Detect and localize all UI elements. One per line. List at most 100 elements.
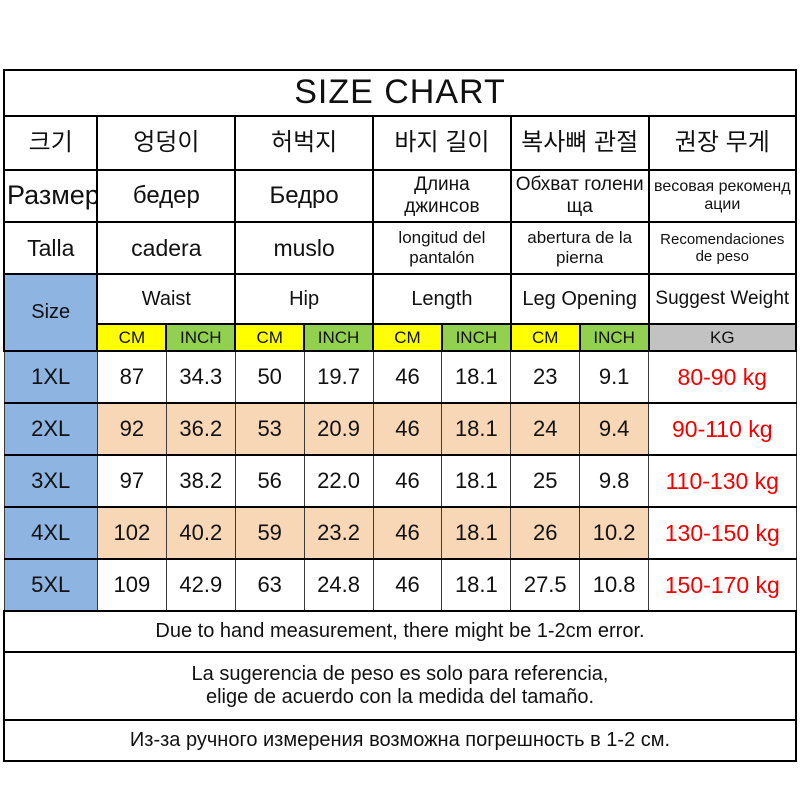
waist-cm-cell: 92 bbox=[96, 402, 167, 456]
length-cm-cell: 46 bbox=[372, 454, 443, 508]
suggest-weight-cell: 80-90 kg bbox=[648, 350, 797, 404]
size-row: 1XL 87 34.3 50 19.7 46 18.1 23 9.1 80-90… bbox=[3, 350, 797, 404]
header-korean-size: 크기 bbox=[2, 115, 99, 171]
length-inch-cell: 18.1 bbox=[441, 558, 512, 612]
size-label-cell: 4XL bbox=[3, 506, 98, 560]
units-row: CM INCH CM INCH CM INCH CM INCH KG bbox=[4, 323, 798, 352]
note-english: Due to hand measurement, there might be … bbox=[3, 610, 797, 653]
header-spanish-weight: Recomendaciones de peso bbox=[647, 221, 798, 275]
size-label-cell: 2XL bbox=[3, 402, 98, 456]
leg-opening-inch-cell: 9.1 bbox=[579, 350, 650, 404]
suggest-weight-cell: 90-110 kg bbox=[648, 402, 797, 456]
unit-waist-cm: CM bbox=[96, 323, 168, 352]
size-chart-sheet: SIZE CHART 크기 엉덩이 허벅지 바지 길이 복사뼈 관절 권장 무게… bbox=[2, 69, 798, 762]
waist-cm-cell: 87 bbox=[96, 350, 167, 404]
unit-length-inch: INCH bbox=[440, 323, 512, 352]
header-russian-hip: Бедро bbox=[234, 169, 375, 223]
length-inch-cell: 18.1 bbox=[441, 506, 512, 560]
length-cm-cell: 46 bbox=[372, 558, 443, 612]
header-row-russian: Размер бедер Бедро Длина джинсов Обхват … bbox=[2, 169, 798, 223]
header-english-weight: Suggest Weight bbox=[647, 273, 798, 325]
length-inch-cell: 18.1 bbox=[441, 454, 512, 508]
note-spanish-row: La sugerencia de peso es solo para refer… bbox=[3, 651, 797, 721]
leg-opening-cm-cell: 24 bbox=[510, 402, 581, 456]
length-cm-cell: 46 bbox=[372, 350, 443, 404]
note-spanish-line1: La sugerencia de peso es solo para refer… bbox=[191, 663, 609, 685]
waist-cm-cell: 97 bbox=[96, 454, 167, 508]
header-spanish-waist: cadera bbox=[96, 221, 237, 275]
header-russian-leg-opening: Обхват голенища bbox=[509, 169, 650, 223]
header-row-korean: 크기 엉덩이 허벅지 바지 길이 복사뼈 관절 권장 무게 bbox=[2, 115, 798, 171]
size-row: 3XL 97 38.2 56 22.0 46 18.1 25 9.8 110-1… bbox=[3, 454, 797, 508]
header-korean-length: 바지 길이 bbox=[372, 115, 512, 171]
leg-opening-cm-cell: 27.5 bbox=[510, 558, 581, 612]
hip-cm-cell: 63 bbox=[234, 558, 305, 612]
size-row: 4XL 102 40.2 59 23.2 46 18.1 26 10.2 130… bbox=[3, 506, 797, 560]
leg-opening-inch-cell: 10.8 bbox=[579, 558, 650, 612]
size-chart-table: SIZE CHART 크기 엉덩이 허벅지 바지 길이 복사뼈 관절 권장 무게… bbox=[2, 69, 798, 762]
header-korean-weight: 권장 무게 bbox=[647, 115, 798, 171]
hip-inch-cell: 23.2 bbox=[303, 506, 374, 560]
header-english-hip: Hip bbox=[234, 273, 375, 325]
size-label-cell: 3XL bbox=[3, 454, 98, 508]
hip-inch-cell: 22.0 bbox=[303, 454, 374, 508]
hip-cm-cell: 50 bbox=[234, 350, 305, 404]
unit-hip-cm: CM bbox=[234, 323, 306, 352]
waist-inch-cell: 34.3 bbox=[165, 350, 236, 404]
leg-opening-cm-cell: 23 bbox=[510, 350, 581, 404]
hip-cm-cell: 56 bbox=[234, 454, 305, 508]
suggest-weight-cell: 150-170 kg bbox=[648, 558, 797, 612]
size-row: 2XL 92 36.2 53 20.9 46 18.1 24 9.4 90-11… bbox=[3, 402, 797, 456]
waist-inch-cell: 36.2 bbox=[165, 402, 236, 456]
waist-inch-cell: 42.9 bbox=[165, 558, 236, 612]
header-english-size: Size bbox=[2, 273, 99, 352]
leg-opening-cm-cell: 25 bbox=[510, 454, 581, 508]
suggest-weight-cell: 130-150 kg bbox=[648, 506, 797, 560]
leg-opening-inch-cell: 9.4 bbox=[579, 402, 650, 456]
header-english-length: Length bbox=[372, 273, 512, 325]
unit-leg-opening-inch: INCH bbox=[578, 323, 650, 352]
suggest-weight-cell: 110-130 kg bbox=[648, 454, 797, 508]
leg-opening-inch-cell: 9.8 bbox=[579, 454, 650, 508]
title-row: SIZE CHART bbox=[3, 69, 797, 117]
size-label-cell: 5XL bbox=[3, 558, 98, 612]
unit-hip-inch: INCH bbox=[303, 323, 375, 352]
waist-cm-cell: 102 bbox=[96, 506, 167, 560]
header-spanish-length: longitud del pantalón bbox=[372, 221, 512, 275]
hip-cm-cell: 59 bbox=[234, 506, 305, 560]
header-row-english: Size Waist Hip Length Leg Opening Sugges… bbox=[2, 273, 798, 352]
header-korean-leg-opening: 복사뼈 관절 bbox=[509, 115, 650, 171]
hip-inch-cell: 19.7 bbox=[303, 350, 374, 404]
unit-weight-kg: KG bbox=[647, 323, 798, 352]
length-cm-cell: 46 bbox=[372, 506, 443, 560]
header-russian-weight: весовая рекомендации bbox=[647, 169, 798, 223]
header-spanish-leg-opening: abertura de la pierna bbox=[509, 221, 650, 275]
unit-length-cm: CM bbox=[372, 323, 443, 352]
header-korean-hip: 허벅지 bbox=[234, 115, 375, 171]
page-title: SIZE CHART bbox=[3, 69, 797, 117]
length-inch-cell: 18.1 bbox=[441, 402, 512, 456]
size-row: 5XL 109 42.9 63 24.8 46 18.1 27.5 10.8 1… bbox=[3, 558, 797, 612]
unit-waist-inch: INCH bbox=[165, 323, 237, 352]
waist-inch-cell: 40.2 bbox=[165, 506, 236, 560]
hip-inch-cell: 24.8 bbox=[303, 558, 374, 612]
hip-cm-cell: 53 bbox=[234, 402, 305, 456]
unit-leg-opening-cm: CM bbox=[509, 323, 581, 352]
note-russian: Из-за ручного измерения возможна погрешн… bbox=[3, 719, 797, 762]
header-english-waist: Waist bbox=[96, 273, 237, 325]
header-russian-size: Размер bbox=[2, 169, 99, 223]
header-russian-waist: бедер bbox=[96, 169, 237, 223]
size-label-cell: 1XL bbox=[3, 350, 98, 404]
header-spanish-hip: muslo bbox=[234, 221, 375, 275]
waist-cm-cell: 109 bbox=[96, 558, 167, 612]
note-russian-row: Из-за ручного измерения возможна погрешн… bbox=[3, 719, 797, 762]
leg-opening-cm-cell: 26 bbox=[510, 506, 581, 560]
length-cm-cell: 46 bbox=[372, 402, 443, 456]
hip-inch-cell: 20.9 bbox=[303, 402, 374, 456]
header-english-leg-opening: Leg Opening bbox=[509, 273, 650, 325]
note-spanish: La sugerencia de peso es solo para refer… bbox=[3, 651, 797, 721]
note-english-row: Due to hand measurement, there might be … bbox=[3, 610, 797, 653]
header-korean-waist: 엉덩이 bbox=[96, 115, 237, 171]
leg-opening-inch-cell: 10.2 bbox=[579, 506, 650, 560]
length-inch-cell: 18.1 bbox=[441, 350, 512, 404]
